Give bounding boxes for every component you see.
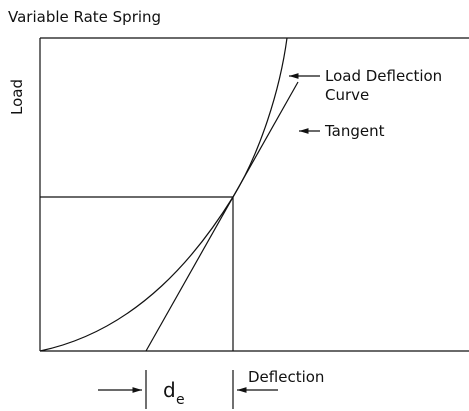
tangent-line — [145, 81, 299, 352]
curve-label: Curve — [325, 86, 369, 104]
dimension-label: d — [163, 378, 176, 402]
title: Variable Rate Spring — [8, 8, 161, 26]
y-axis-label: Load — [8, 79, 26, 115]
x-axis-label: Deflection — [248, 368, 324, 386]
curve-label: Load Deflection — [325, 67, 442, 85]
dimension-subscript: e — [176, 392, 185, 408]
load-deflection-curve — [39, 37, 288, 352]
tangent-label: Tangent — [324, 122, 385, 140]
